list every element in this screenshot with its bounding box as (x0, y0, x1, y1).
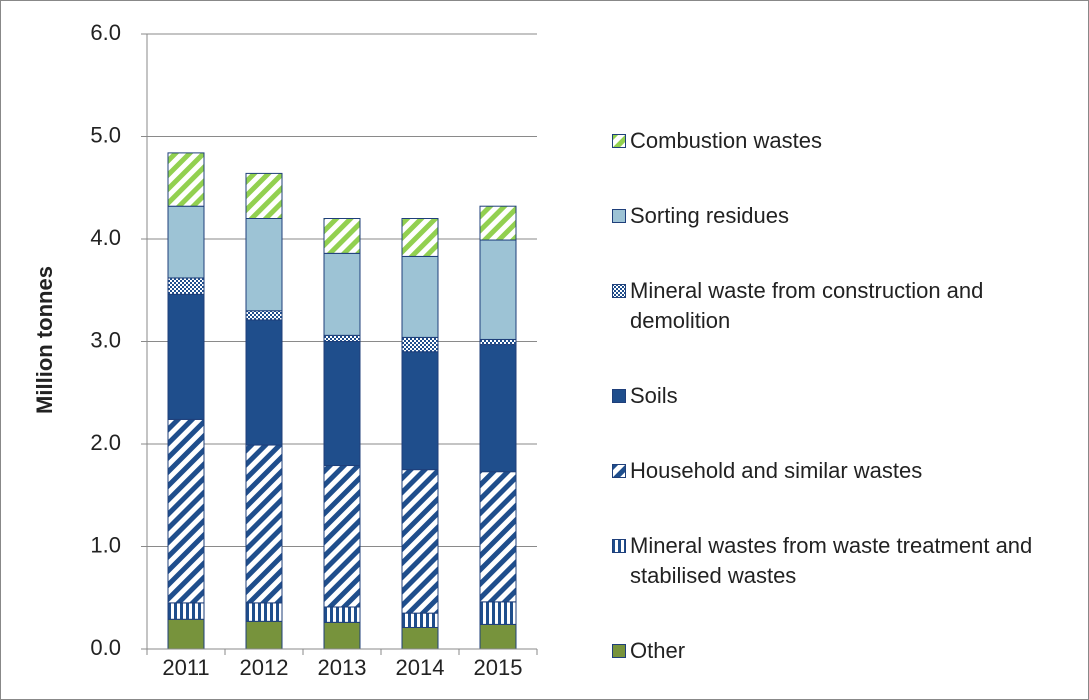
bar-segment (323, 621, 361, 650)
bar-segment (401, 351, 439, 471)
bar-segment (323, 252, 361, 336)
x-tick-label: 2012 (240, 655, 289, 680)
bar-segment (323, 334, 361, 343)
legend-item: Mineral waste from construction and demo… (612, 276, 1077, 336)
y-tick-label: 2.0 (90, 430, 121, 455)
bar-segment (245, 218, 283, 312)
bar-segment (167, 205, 205, 279)
bar-segment (401, 626, 439, 650)
bar-segment (167, 418, 205, 604)
y-tick-label: 0.0 (90, 635, 121, 660)
legend-swatch (612, 284, 626, 298)
legend-item: Mineral wastes from waste treatment and … (612, 531, 1077, 591)
legend-swatch (612, 644, 626, 658)
bar-segment (245, 444, 283, 604)
legend-swatch (612, 464, 626, 478)
y-tick-label: 1.0 (90, 532, 121, 557)
y-tick-label: 6.0 (90, 20, 121, 45)
x-tick-label: 2011 (162, 655, 209, 680)
legend-item: Combustion wastes (612, 126, 1077, 156)
x-tick-label: 2014 (396, 655, 445, 680)
bar-segment (167, 618, 205, 650)
y-axis-label: Million tonnes (32, 266, 57, 414)
bar-segment (323, 218, 361, 254)
legend-swatch (612, 209, 626, 223)
bar-segment (167, 293, 205, 420)
y-tick-label: 3.0 (90, 327, 121, 352)
y-tick-label: 5.0 (90, 122, 121, 147)
legend-label: Combustion wastes (630, 128, 822, 153)
legend-swatch (612, 539, 626, 553)
bar-segment (167, 602, 205, 620)
legend-swatch (612, 389, 626, 403)
bar-segment (167, 277, 205, 295)
legend-label: Sorting residues (630, 203, 789, 228)
x-tick-label: 2013 (318, 655, 367, 680)
bar-segment (401, 336, 439, 353)
bar-segment (245, 602, 283, 622)
bar-segment (401, 218, 439, 257)
bar-segment (167, 152, 205, 207)
bar-segment (245, 172, 283, 219)
legend: Combustion wastes Sorting residues Mineral… (612, 126, 1077, 666)
legend-label: Household and similar wastes (630, 458, 923, 483)
bar-segment (323, 606, 361, 623)
legend-label: Soils (630, 383, 678, 408)
bar-segment (401, 469, 439, 614)
legend-label: Mineral wastes from waste treatment and … (630, 533, 1033, 588)
legend-item: Soils (612, 381, 1077, 411)
bar-segment (323, 341, 361, 467)
bar-segment (479, 601, 517, 625)
bar-segment (479, 338, 517, 346)
bar-segment (479, 471, 517, 603)
legend-item: Sorting residues (612, 201, 1077, 231)
bar-segment (479, 344, 517, 473)
bar-segment (479, 239, 517, 340)
x-tick-label: 2015 (474, 655, 523, 680)
legend-label: Mineral waste from construction and demo… (630, 278, 984, 333)
legend-swatch (612, 134, 626, 148)
bar-segment (479, 205, 517, 241)
bar-segment (401, 612, 439, 628)
legend-item: Other (612, 636, 1077, 666)
bar-segment (245, 310, 283, 321)
bar-segment (323, 465, 361, 608)
legend-label: Other (630, 638, 686, 663)
bar-segment (401, 255, 439, 338)
legend-item: Household and similar wastes (612, 456, 1077, 486)
bar-segment (245, 319, 283, 446)
bar-segment (479, 623, 517, 650)
y-tick-label: 4.0 (90, 225, 121, 250)
bar-segment (245, 620, 283, 650)
